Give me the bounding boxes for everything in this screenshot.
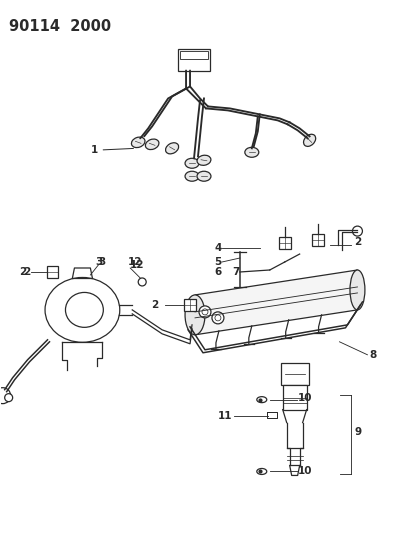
Ellipse shape [145,139,159,150]
Ellipse shape [350,270,365,310]
Bar [47,266,59,278]
Ellipse shape [131,137,145,148]
Polygon shape [195,270,357,335]
Text: 9: 9 [355,426,361,437]
Text: 2: 2 [355,237,362,247]
Ellipse shape [257,397,267,402]
Bar [281,363,308,385]
Ellipse shape [166,143,179,154]
Text: 90114  2000: 90114 2000 [9,19,111,34]
Text: 10: 10 [298,393,312,402]
Text: 7: 7 [232,267,239,277]
Bar [178,49,210,70]
Ellipse shape [257,469,267,474]
Ellipse shape [45,278,120,342]
Text: 8: 8 [369,350,377,360]
Circle shape [0,387,11,403]
Text: 1: 1 [90,146,133,155]
Text: 11: 11 [217,410,232,421]
Text: 2: 2 [20,267,27,277]
Text: 12: 12 [130,260,145,270]
Ellipse shape [185,171,199,181]
Text: 10: 10 [298,466,312,477]
Text: 3: 3 [98,257,105,267]
Circle shape [138,278,146,286]
Ellipse shape [304,134,316,147]
Text: 5: 5 [215,257,222,267]
Bar [180,51,208,59]
Circle shape [5,394,13,402]
Circle shape [215,315,221,321]
Text: 2: 2 [23,267,31,277]
Text: 12: 12 [128,257,143,267]
Text: 3: 3 [96,257,103,267]
Ellipse shape [245,147,259,157]
Text: 4: 4 [215,243,222,253]
Bar [312,234,324,246]
Bar [283,385,306,410]
Circle shape [199,306,211,318]
Circle shape [353,226,363,236]
Circle shape [212,312,224,324]
Bar [184,299,196,311]
Ellipse shape [185,295,205,335]
Ellipse shape [197,171,211,181]
Circle shape [202,309,208,315]
Ellipse shape [185,158,199,168]
Ellipse shape [65,293,103,327]
Text: 6: 6 [215,267,222,277]
Text: 2: 2 [151,300,158,310]
Ellipse shape [197,155,211,165]
Bar [279,237,291,249]
